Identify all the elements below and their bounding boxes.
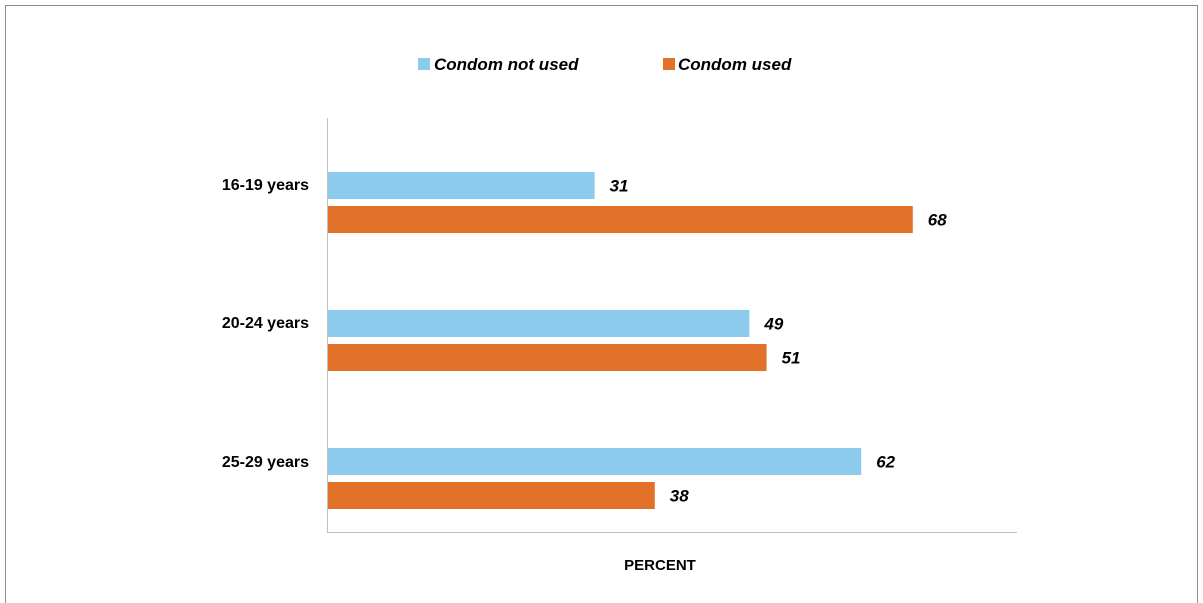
category-label-25-29: 25-29 years: [222, 454, 309, 471]
bar-25-29-years-condom-not-used: [328, 448, 862, 475]
legend-swatch-condom-not-used: [418, 58, 430, 70]
bar-16-19-years-condom-not-used: [328, 172, 595, 199]
value-labels: 31 68 49 51 62 38: [610, 177, 948, 506]
value-label-16-19-years-condom-used: 68: [928, 211, 947, 230]
legend-label-condom-used: Condom used: [678, 55, 792, 74]
value-label-20-24-years-condom-used: 51: [782, 349, 801, 368]
legend-label-condom-not-used: Condom not used: [434, 55, 579, 74]
x-axis-title: PERCENT: [624, 557, 696, 574]
legend-swatch-condom-used: [663, 58, 675, 70]
bar-25-29-years-condom-used: [328, 482, 655, 509]
value-label-25-29-years-condom-not-used: 62: [876, 453, 895, 472]
bars: [328, 172, 913, 509]
value-label-16-19-years-condom-not-used: 31: [610, 177, 629, 196]
value-label-20-24-years-condom-not-used: 49: [763, 315, 783, 334]
value-label-25-29-years-condom-used: 38: [670, 487, 689, 506]
bar-20-24-years-condom-not-used: [328, 310, 750, 337]
category-label-20-24: 20-24 years: [222, 315, 309, 332]
bar-16-19-years-condom-used: [328, 206, 913, 233]
category-labels: 16-19 years 20-24 years 25-29 years: [222, 177, 309, 471]
bar-20-24-years-condom-used: [328, 344, 767, 371]
legend: Condom not used Condom used: [418, 55, 792, 74]
category-label-16-19: 16-19 years: [222, 177, 309, 194]
